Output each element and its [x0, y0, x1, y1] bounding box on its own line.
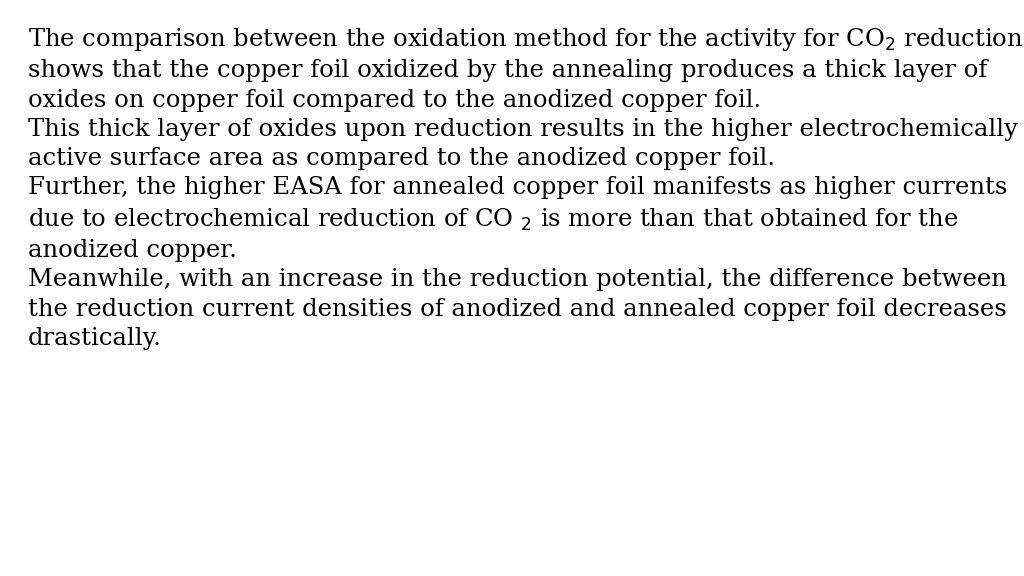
Text: The comparison between the oxidation method for the activity for CO$_2$ reductio: The comparison between the oxidation met…	[28, 26, 1023, 350]
